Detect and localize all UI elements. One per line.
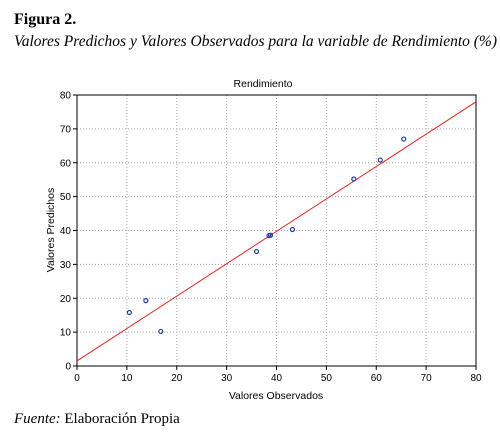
source-label: Fuente:	[13, 411, 61, 427]
y-tick-label: 50	[60, 192, 72, 203]
x-tick-label: 10	[121, 373, 133, 384]
x-tick-label: 20	[171, 373, 183, 384]
point	[377, 157, 383, 163]
plot-frame	[76, 94, 477, 367]
y-tick-label: 0	[65, 362, 71, 373]
y-tick-label: 70	[60, 124, 72, 135]
x-tick-label: 70	[421, 373, 433, 384]
y-tick-label: 30	[60, 260, 72, 271]
point	[126, 309, 132, 316]
chart-title: Rendimiento	[234, 78, 293, 90]
point	[351, 176, 357, 182]
point	[289, 226, 296, 233]
point	[267, 232, 274, 238]
y-axis-label: Valores Predichos	[45, 188, 57, 272]
x-tick-label: 60	[371, 373, 383, 384]
y-tick-label: 80	[60, 91, 72, 102]
x-tick-label: 40	[271, 373, 283, 384]
figure-label: Figura 2.	[14, 11, 76, 28]
source-text: Elaboración Propia	[64, 411, 180, 427]
x-tick-label: 0	[74, 373, 80, 384]
x-axis-label: Valores Observados	[229, 390, 323, 402]
figure-caption: Valores Predichos y Valores Observados p…	[14, 33, 497, 50]
fit-line	[76, 101, 477, 362]
point	[158, 328, 164, 335]
point	[143, 298, 149, 304]
point	[401, 136, 407, 142]
y-tick-label: 40	[60, 226, 72, 237]
x-tick-label: 80	[470, 373, 482, 384]
source: Fuente: Elaboración Propia	[13, 411, 180, 427]
point	[253, 248, 260, 255]
y-tick-label: 20	[60, 294, 72, 305]
x-tick-label: 30	[221, 373, 233, 384]
y-tick-label: 60	[60, 158, 72, 169]
x-tick-label: 50	[321, 373, 333, 384]
y-tick-label: 10	[60, 328, 72, 339]
